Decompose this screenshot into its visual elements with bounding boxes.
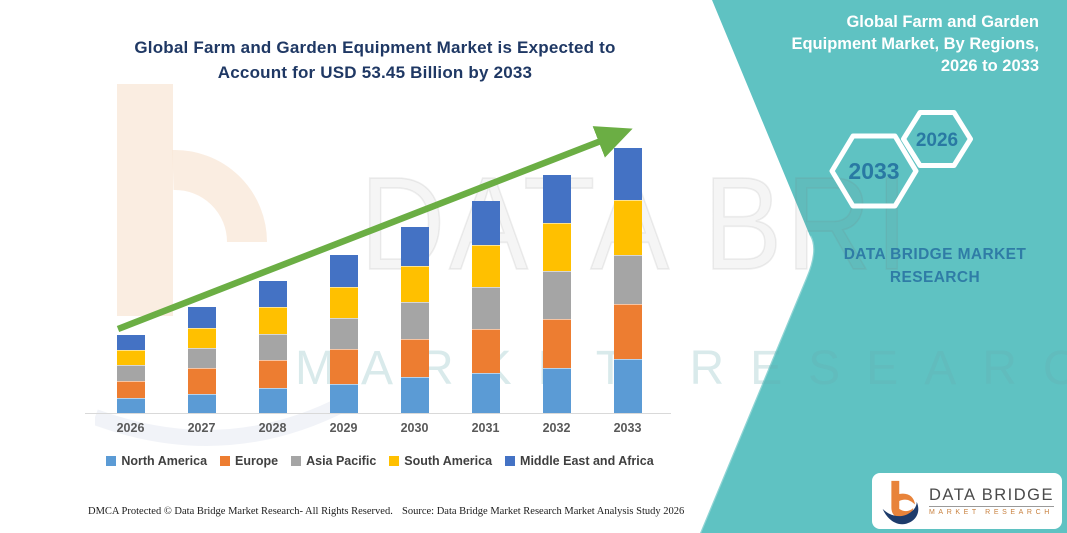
x-axis-label-2029: 2029 <box>329 421 358 435</box>
chart-title-wrap: Global Farm and Garden Equipment Market … <box>75 36 675 85</box>
bar-segment-2026-europe <box>116 380 145 398</box>
stacked-bar-2029 <box>329 254 358 413</box>
plot-area <box>95 115 663 413</box>
legend-item-south-america: South America <box>389 454 492 468</box>
x-axis-label-2028: 2028 <box>258 421 287 435</box>
stacked-bar-2026 <box>116 334 145 413</box>
hexagon-2026-label: 2026 <box>916 130 958 151</box>
bar-segment-2026-asia-pacific <box>116 365 145 381</box>
bar-segment-2032-middle-east-and-africa <box>542 174 571 224</box>
bar-segment-2032-south-america <box>542 223 571 271</box>
bar-segment-2029-south-america <box>329 287 358 319</box>
stacked-bar-2027 <box>187 306 216 413</box>
hexagon-2033-icon: 2033 <box>829 133 919 209</box>
stacked-bar-2028 <box>258 280 287 413</box>
x-axis-label-2027: 2027 <box>187 421 216 435</box>
x-axis-line <box>85 413 671 414</box>
legend-label: North America <box>121 454 208 468</box>
bar-segment-2027-europe <box>187 367 216 394</box>
x-axis-labels: 2026 2027 2028 2029 2030 2031 2032 2033 <box>95 421 663 439</box>
bar-segment-2030-europe <box>400 338 429 377</box>
legend-swatch-icon <box>505 456 516 466</box>
bar-segment-2030-asia-pacific <box>400 301 429 339</box>
bar-segment-2030-north-america <box>400 376 429 413</box>
footer-source-text: Source: Data Bridge Market Research Mark… <box>402 506 685 517</box>
bar-segment-2028-south-america <box>258 307 287 334</box>
x-axis-label-2032: 2032 <box>542 421 571 435</box>
bar-segment-2026-south-america <box>116 350 145 366</box>
bar-segment-2031-europe <box>471 329 500 374</box>
logo-text-block: DATA BRIDGE MARKET RESEARCH <box>929 486 1054 516</box>
legend-label: Middle East and Africa <box>520 454 654 468</box>
chart-title: Global Farm and Garden Equipment Market … <box>134 38 616 82</box>
bar-segment-2026-north-america <box>116 397 145 413</box>
bar-segment-2027-asia-pacific <box>187 348 216 368</box>
side-panel-heading: Global Farm and Garden Equipment Market,… <box>791 13 1039 75</box>
stacked-bar-2033 <box>613 147 642 413</box>
x-axis-label-2033: 2033 <box>613 421 642 435</box>
logo-title: DATA BRIDGE <box>929 486 1054 507</box>
legend-label: South America <box>404 454 493 468</box>
legend-item-asia-pacific: Asia Pacific <box>291 454 376 468</box>
brand-wordmark: DATA BRIDGE MARKET RESEARCH <box>843 246 1027 287</box>
bar-segment-2032-asia-pacific <box>542 270 571 319</box>
bar-segment-2028-europe <box>258 359 287 389</box>
bar-segment-2028-middle-east-and-africa <box>258 280 287 308</box>
legend-item-north-america: North America <box>106 454 207 468</box>
band-shape <box>700 0 1067 533</box>
bar-segment-2031-middle-east-and-africa <box>471 201 500 246</box>
bar-segment-2029-europe <box>329 349 358 385</box>
band-edge-highlight <box>698 235 815 533</box>
bar-segment-2029-asia-pacific <box>329 318 358 350</box>
legend-swatch-icon <box>389 456 400 466</box>
bar-segment-2033-south-america <box>613 200 642 256</box>
legend-swatch-icon <box>291 456 302 466</box>
bar-segment-2028-asia-pacific <box>258 333 287 360</box>
bar-segment-2032-north-america <box>542 367 571 413</box>
x-axis-label-2026: 2026 <box>116 421 145 435</box>
bar-segment-2032-europe <box>542 318 571 368</box>
bar-segment-2033-middle-east-and-africa <box>613 147 642 201</box>
bar-segment-2027-north-america <box>187 393 216 413</box>
bar-segment-2033-asia-pacific <box>613 255 642 305</box>
legend-item-middle-east-and-africa: Middle East and Africa <box>505 454 654 468</box>
chart-legend: North America Europe Asia Pacific South Ame… <box>80 454 680 468</box>
bar-segment-2026-middle-east-and-africa <box>116 334 145 351</box>
stacked-bar-2031 <box>471 201 500 413</box>
logo-subtitle: MARKET RESEARCH <box>929 509 1053 516</box>
bar-segment-2033-europe <box>613 304 642 359</box>
stacked-bar-2032 <box>542 174 571 413</box>
bar-segment-2027-south-america <box>187 327 216 349</box>
bar-segment-2027-middle-east-and-africa <box>187 306 216 328</box>
bar-segment-2029-north-america <box>329 384 358 413</box>
legend-label: Asia Pacific <box>306 454 377 468</box>
bar-segment-2029-middle-east-and-africa <box>329 254 358 288</box>
x-axis-label-2031: 2031 <box>471 421 500 435</box>
bar-segment-2033-north-america <box>613 358 642 413</box>
logo-box: DATA BRIDGE MARKET RESEARCH <box>872 473 1062 529</box>
bar-segment-2028-north-america <box>258 388 287 413</box>
x-axis-label-2030: 2030 <box>400 421 429 435</box>
bar-segment-2031-north-america <box>471 373 500 413</box>
data-bridge-logo-icon <box>882 480 919 525</box>
stacked-bar-2030 <box>400 227 429 413</box>
legend-item-europe: Europe <box>220 454 278 468</box>
bar-segment-2030-middle-east-and-africa <box>400 227 429 266</box>
hexagon-2033-label: 2033 <box>848 158 899 184</box>
bar-segment-2031-south-america <box>471 245 500 287</box>
hexagon-2026-icon: 2026 <box>901 110 973 168</box>
bar-segment-2031-asia-pacific <box>471 286 500 330</box>
legend-swatch-icon <box>106 456 117 466</box>
legend-swatch-icon <box>220 456 231 466</box>
legend-label: Europe <box>235 454 279 468</box>
footer-dmca-text: DMCA Protected © Data Bridge Market Rese… <box>88 506 393 517</box>
bar-segment-2030-south-america <box>400 265 429 302</box>
